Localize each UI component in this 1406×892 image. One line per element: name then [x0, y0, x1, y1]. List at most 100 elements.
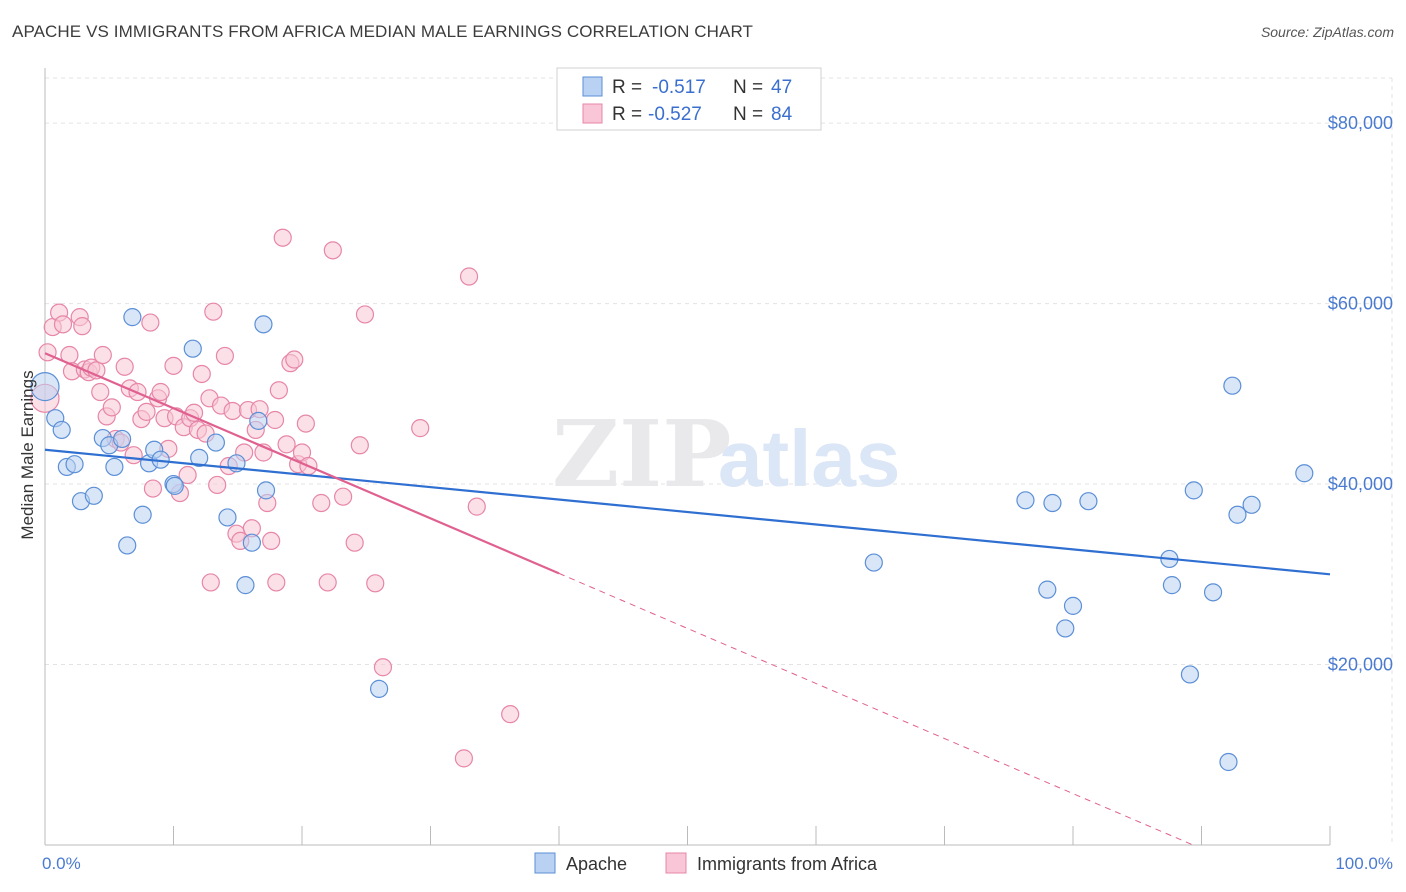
trend-lines: [44, 352, 1331, 846]
apache-point-12: [123, 308, 142, 327]
africa-point-14: [93, 345, 112, 365]
africa-point-26: [143, 479, 163, 498]
y-tick-labels: $20,000 $40,000 $60,000 $80,000: [1328, 113, 1393, 674]
africa-point-61: [277, 435, 296, 454]
x-tick-label-1: 100.0%: [1335, 854, 1393, 873]
y-tick-label-0: $20,000: [1328, 655, 1393, 675]
apache-point-37: [1162, 576, 1182, 595]
bottom-legend-swatch-apache: [534, 852, 556, 874]
africa-point-31: [164, 356, 183, 375]
apache-point-21: [218, 508, 237, 527]
watermark: ZIP atlas: [552, 400, 900, 508]
africa-point-71: [345, 533, 364, 552]
africa-trend-line-extension: [558, 572, 1194, 846]
apache-point-11: [118, 536, 137, 555]
legend-r-value-1: -0.517: [652, 77, 706, 98]
apache-point-40: [1203, 583, 1223, 602]
bottom-legend-swatch-africa: [665, 852, 687, 874]
africa-point-8: [73, 317, 92, 336]
apache-point-25: [249, 411, 268, 430]
africa-point-28: [151, 382, 170, 402]
apache-point-34: [1063, 596, 1083, 615]
africa-point-47: [223, 401, 242, 421]
legend-r-label-2: R =: [612, 104, 642, 125]
apache-point-26: [254, 315, 273, 334]
apache-point-18: [183, 339, 202, 358]
apache-point-46: [165, 476, 184, 495]
africa-point-43: [208, 475, 227, 495]
source-label: Source: ZipAtlas.com: [1260, 24, 1394, 40]
apache-point-38: [1180, 665, 1200, 684]
africa-point-25: [141, 313, 160, 332]
apache-point-2: [52, 420, 71, 440]
apache-point-33: [1056, 619, 1075, 638]
africa-point-83: [267, 573, 286, 592]
africa-point-78: [459, 267, 479, 286]
apache-point-10: [112, 429, 132, 449]
africa-point-59: [269, 381, 288, 400]
watermark-atlas: atlas: [718, 414, 900, 503]
africa-point-74: [366, 574, 385, 593]
africa-point-70: [334, 487, 353, 506]
africa-point-66: [296, 414, 315, 433]
africa-point-58: [265, 410, 285, 430]
legend-r-value-2: -0.527: [648, 104, 702, 125]
apache-point-32: [1043, 493, 1062, 513]
africa-point-80: [501, 705, 520, 724]
y-axis-title: Median Male Earnings: [18, 370, 37, 539]
apache-point-28: [370, 679, 389, 698]
apache-point-29: [864, 553, 883, 572]
africa-point-69: [323, 241, 342, 260]
apache-point-23: [236, 576, 255, 595]
africa-point-60: [273, 228, 292, 247]
apache-point-41: [1219, 752, 1238, 772]
africa-point-12: [87, 361, 106, 380]
africa-point-79: [467, 497, 486, 516]
watermark-zip: ZIP: [552, 400, 731, 508]
series-apache-points: [30, 308, 1314, 772]
apache-point-24: [242, 533, 261, 552]
africa-point-1: [38, 343, 57, 362]
apache-point-0: [30, 372, 60, 402]
apache-point-31: [1038, 580, 1057, 599]
africa-point-72: [350, 436, 369, 455]
axes: [44, 68, 1331, 846]
africa-point-82: [201, 573, 220, 592]
africa-point-16: [102, 398, 121, 417]
apache-point-13: [133, 505, 152, 524]
legend-swatch-africa: [582, 103, 603, 124]
legend-r-label-1: R =: [612, 77, 642, 98]
africa-trend-line: [44, 352, 560, 575]
legend-n-value-1: 47: [771, 77, 792, 98]
apache-point-4: [65, 455, 84, 474]
africa-point-77: [454, 749, 474, 768]
legend-n-value-2: 84: [771, 104, 793, 125]
legend-n-label-1: N =: [733, 77, 763, 98]
africa-point-76: [411, 419, 430, 438]
chart-title: APACHE VS IMMIGRANTS FROM AFRICA MEDIAN …: [12, 22, 754, 41]
africa-point-73: [355, 305, 375, 324]
y-tick-label-2: $60,000: [1328, 294, 1393, 314]
africa-point-13: [91, 382, 110, 402]
y-tick-label-3: $80,000: [1328, 113, 1393, 133]
africa-point-21: [124, 446, 143, 465]
series-africa-points: [30, 228, 520, 768]
legend-swatch-apache: [582, 76, 603, 97]
legend-n-label-2: N =: [733, 104, 763, 125]
apache-point-27: [256, 481, 276, 500]
africa-point-42: [204, 302, 223, 321]
africa-point-39: [192, 364, 211, 384]
legend: R = -0.517 N = 47 R = -0.527 N = 84: [556, 67, 822, 131]
x-tick-label-0: 0.0%: [42, 854, 81, 873]
apache-point-35: [1079, 492, 1098, 511]
apache-point-19: [190, 448, 209, 467]
bottom-legend: Apache Immigrants from Africa: [534, 852, 878, 874]
y-tick-label-1: $40,000: [1328, 474, 1393, 494]
africa-point-24: [137, 402, 156, 421]
africa-point-63: [285, 350, 304, 369]
apache-point-42: [1223, 376, 1242, 395]
africa-point-75: [373, 658, 393, 677]
apache-point-44: [1242, 495, 1261, 514]
africa-point-67: [312, 493, 331, 513]
